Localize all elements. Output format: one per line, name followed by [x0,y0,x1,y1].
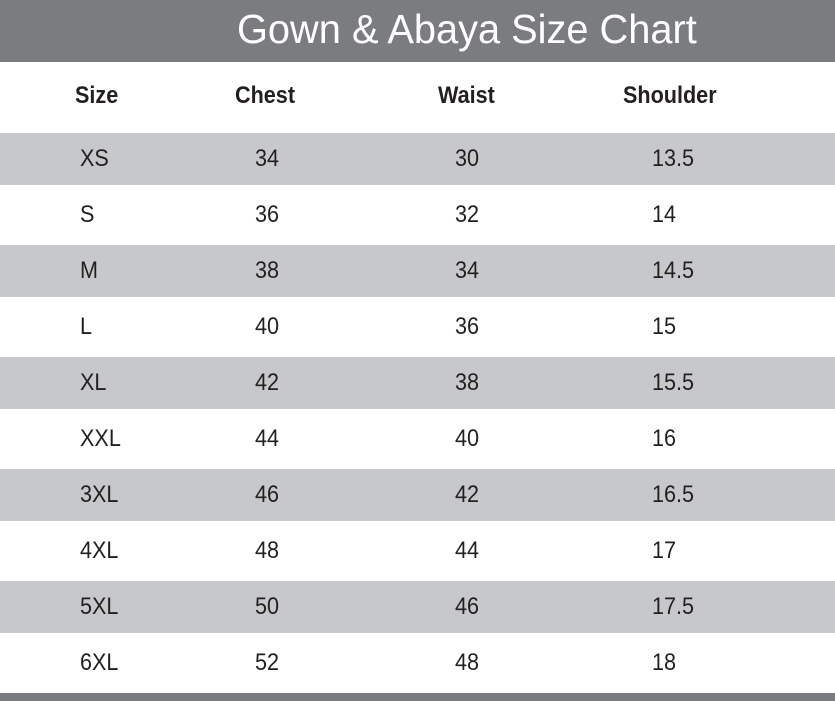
table-row: 5XL 50 46 17.5 [0,581,835,633]
table-row: 3XL 46 42 16.5 [0,469,835,521]
cell-size: XS [80,145,109,172]
cell-chest: 38 [255,257,280,284]
title-bar: Gown & Abaya Size Chart [0,0,835,62]
cell-waist: 34 [455,257,480,284]
cell-chest: 52 [255,649,280,676]
header-waist: Waist [438,82,495,109]
cell-shoulder: 13.5 [652,145,695,172]
cell-waist: 36 [455,313,480,340]
cell-size: XL [80,369,107,396]
cell-chest: 46 [255,481,280,508]
header-shoulder: Shoulder [623,82,717,109]
header-size: Size [75,82,119,109]
cell-shoulder: 17.5 [652,593,695,620]
cell-size: 4XL [80,537,119,564]
cell-shoulder: 15 [652,313,677,340]
cell-waist: 38 [455,369,480,396]
table-row: 6XL 52 48 18 [0,633,835,693]
cell-waist: 42 [455,481,480,508]
cell-chest: 36 [255,201,280,228]
cell-shoulder: 16.5 [652,481,695,508]
cell-waist: 46 [455,593,480,620]
bottom-bar [0,693,835,701]
cell-size: M [80,257,98,284]
table-row: XXL 44 40 16 [0,409,835,469]
header-chest: Chest [235,82,296,109]
cell-chest: 44 [255,425,280,452]
table-row: XL 42 38 15.5 [0,357,835,409]
cell-shoulder: 14.5 [652,257,695,284]
cell-size: 6XL [80,649,119,676]
table-header: Size Chest Waist Shoulder [0,62,835,133]
cell-size: S [80,201,95,228]
cell-shoulder: 15.5 [652,369,695,396]
table-row: 4XL 48 44 17 [0,521,835,581]
cell-chest: 50 [255,593,280,620]
cell-waist: 48 [455,649,480,676]
cell-waist: 30 [455,145,480,172]
cell-waist: 40 [455,425,480,452]
cell-waist: 32 [455,201,480,228]
cell-size: 5XL [80,593,119,620]
cell-size: L [80,313,93,340]
cell-chest: 42 [255,369,280,396]
cell-shoulder: 14 [652,201,677,228]
cell-chest: 40 [255,313,280,340]
cell-shoulder: 16 [652,425,677,452]
cell-chest: 48 [255,537,280,564]
cell-shoulder: 18 [652,649,677,676]
cell-chest: 34 [255,145,280,172]
cell-waist: 44 [455,537,480,564]
cell-shoulder: 17 [652,537,677,564]
cell-size: XXL [80,425,121,452]
table-row: L 40 36 15 [0,297,835,357]
table-row: XS 34 30 13.5 [0,133,835,185]
table-row: S 36 32 14 [0,185,835,245]
cell-size: 3XL [80,481,119,508]
table-row: M 38 34 14.5 [0,245,835,297]
page-title: Gown & Abaya Size Chart [237,6,697,52]
